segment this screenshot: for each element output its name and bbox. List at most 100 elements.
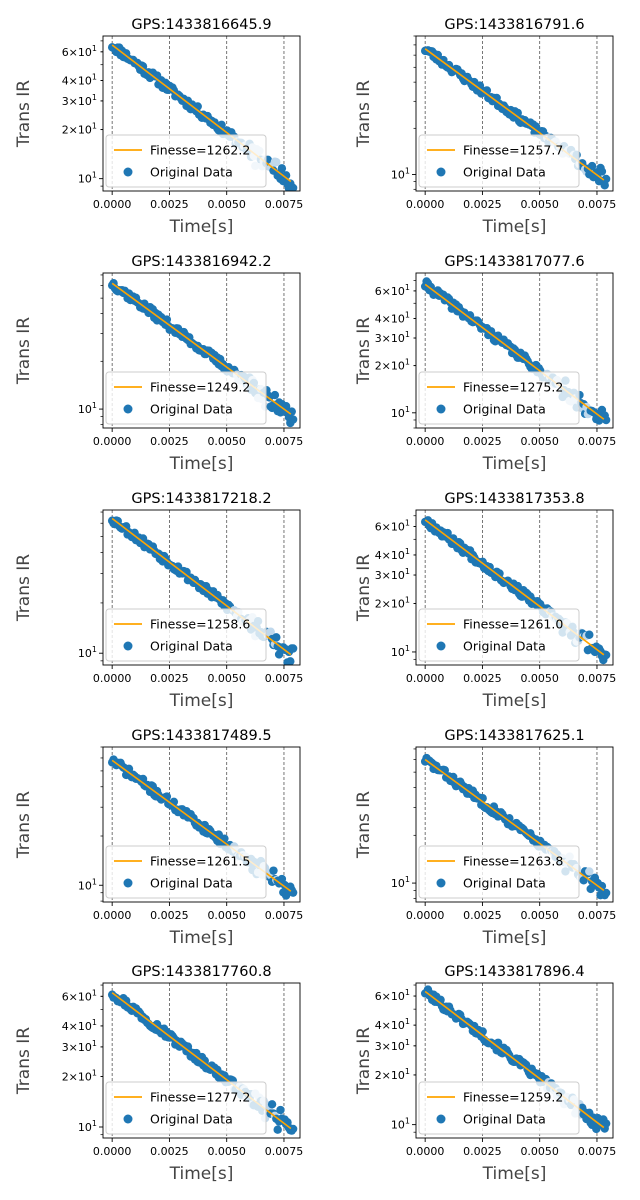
data-point: [193, 102, 202, 111]
legend-fit-label: Finesse=1261.5: [150, 854, 250, 869]
y-tick-label: 101: [391, 1117, 410, 1132]
legend-fit-label: Finesse=1262.2: [150, 143, 250, 158]
legend-data-marker: [123, 1114, 133, 1124]
x-tick-label: 0.0050: [207, 435, 246, 448]
y-tick-label: 3×101: [62, 93, 97, 108]
legend-data-marker: [123, 167, 133, 177]
legend-fit-label: Finesse=1249.2: [150, 380, 250, 395]
x-tick-label: 0.0025: [150, 198, 189, 211]
x-tick-label: 0.0075: [578, 672, 617, 685]
y-tick-label: 101: [391, 644, 410, 659]
legend-data-label: Original Data: [463, 1112, 546, 1127]
axes-frame: [415, 509, 614, 666]
data-point: [495, 569, 504, 578]
y-tick-label: 2×101: [375, 595, 410, 610]
x-tick-label: 0.0025: [463, 672, 502, 685]
data-point: [276, 1105, 285, 1115]
y-tick-label: 101: [78, 1119, 97, 1134]
x-tick-label: 0.0050: [207, 198, 246, 211]
axes-frame: [102, 35, 301, 192]
axes-frame: [415, 35, 614, 192]
subplot-9: GPS:1433817760.8 0.0000 0.0025 0.0050 0.0075…: [14, 964, 303, 1184]
legend-box: [418, 371, 580, 425]
legend-fit-label: Finesse=1263.8: [463, 854, 563, 869]
x-tick-label: 0.0075: [578, 1145, 617, 1158]
legend: Finesse=1263.8 Original Data: [418, 845, 580, 899]
y-tick-label: 101: [78, 877, 97, 892]
y-tick-label: 3×101: [375, 1038, 410, 1053]
y-axis-label: Trans IR: [354, 80, 374, 148]
subplot-4: GPS:1433817077.6 0.0000 0.0025 0.0050 0.0075…: [354, 254, 616, 474]
x-axis-label: Time[s]: [482, 454, 547, 474]
legend: Finesse=1249.2 Original Data: [105, 371, 267, 425]
y-tick-label: 101: [78, 645, 97, 660]
legend: Finesse=1257.7 Original Data: [418, 134, 580, 188]
data-point: [600, 181, 609, 190]
x-axis-label: Time[s]: [169, 217, 234, 237]
y-tick-label: 101: [391, 875, 410, 890]
y-axis-label: Trans IR: [14, 1027, 34, 1095]
x-axis-label: Time[s]: [169, 691, 234, 711]
data-point: [601, 888, 611, 898]
x-tick-label: 0.0075: [578, 909, 617, 922]
subplot-3: GPS:1433816942.2 0.0000 0.0025 0.0050 0.0075…: [14, 254, 303, 474]
axes-frame: [415, 982, 614, 1139]
data-point: [272, 633, 281, 642]
data-point: [601, 415, 611, 425]
y-axis-label: Trans IR: [354, 317, 374, 385]
subplot-title: GPS:1433817077.6: [444, 254, 584, 270]
x-tick-label: 0.0025: [150, 435, 189, 448]
subplot-title: GPS:1433817760.8: [131, 964, 271, 980]
data-point: [270, 390, 280, 400]
x-tick-label: 0.0075: [265, 435, 304, 448]
data-point: [267, 1100, 277, 1109]
legend-data-label: Original Data: [463, 876, 546, 891]
y-axis-label: Trans IR: [354, 554, 374, 622]
legend-fit-label: Finesse=1277.2: [150, 1090, 250, 1105]
x-tick-label: 0.0025: [463, 198, 502, 211]
legend-data-marker: [436, 404, 446, 414]
data-point: [601, 1119, 611, 1128]
x-axis-label: Time[s]: [482, 691, 547, 711]
y-tick-label: 6×101: [375, 283, 410, 298]
data-point: [587, 161, 597, 171]
y-tick-label: 2×101: [62, 1068, 97, 1083]
legend-fit-label: Finesse=1259.2: [463, 1090, 563, 1105]
subplot-5: GPS:1433817218.2 0.0000 0.0025 0.0050 0.0075…: [14, 491, 303, 711]
x-axis-label: Time[s]: [482, 928, 547, 948]
legend: Finesse=1259.2 Original Data: [418, 1081, 580, 1135]
x-tick-label: 0.0000: [93, 909, 132, 922]
data-point: [266, 627, 275, 636]
y-tick-label: 6×101: [62, 988, 97, 1003]
legend: Finesse=1277.2 Original Data: [105, 1081, 267, 1135]
x-tick-label: 0.0000: [406, 672, 445, 685]
data-point: [277, 164, 287, 173]
legend-data-label: Original Data: [150, 876, 233, 891]
legend-data-marker: [123, 641, 133, 651]
x-axis-label: Time[s]: [169, 454, 234, 474]
y-tick-label: 4×101: [375, 547, 410, 562]
x-tick-label: 0.0000: [406, 198, 445, 211]
y-tick-label: 4×101: [62, 1018, 97, 1033]
data-point: [281, 891, 291, 900]
legend-data-label: Original Data: [150, 1112, 233, 1127]
legend-data-label: Original Data: [463, 165, 546, 180]
x-tick-label: 0.0000: [93, 1145, 132, 1158]
subplot-title: GPS:1433817896.4: [444, 964, 584, 980]
axes-frame: [415, 746, 614, 903]
subplot-title: GPS:1433817489.5: [131, 728, 271, 744]
legend-box: [105, 134, 267, 188]
legend-box: [418, 845, 580, 899]
axes-frame: [102, 509, 301, 666]
x-axis-label: Time[s]: [169, 928, 234, 948]
y-axis-label: Trans IR: [14, 791, 34, 859]
legend-data-label: Original Data: [150, 402, 233, 417]
x-tick-label: 0.0025: [150, 672, 189, 685]
data-point: [288, 415, 298, 424]
legend-box: [105, 371, 267, 425]
y-tick-label: 4×101: [62, 73, 97, 88]
x-axis-label: Time[s]: [482, 1164, 547, 1184]
y-tick-label: 101: [391, 405, 410, 420]
y-tick-label: 2×101: [375, 1067, 410, 1082]
subplot-title: GPS:1433816791.6: [444, 17, 584, 33]
